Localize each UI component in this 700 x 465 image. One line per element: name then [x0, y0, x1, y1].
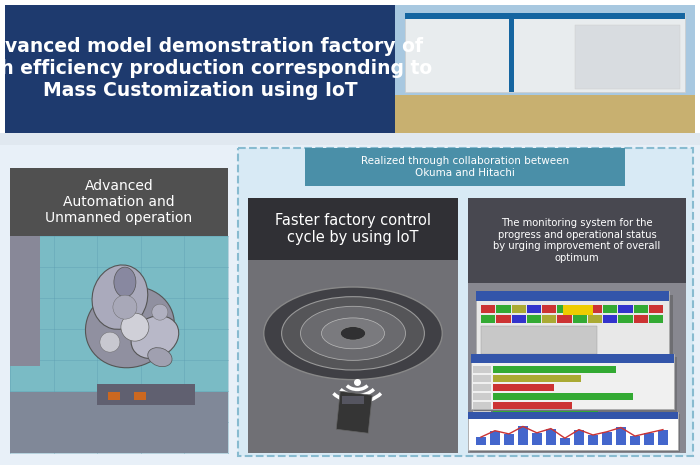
Ellipse shape	[152, 304, 168, 320]
FancyBboxPatch shape	[97, 384, 195, 405]
Ellipse shape	[264, 287, 442, 379]
FancyBboxPatch shape	[575, 25, 680, 89]
Ellipse shape	[92, 265, 148, 329]
FancyBboxPatch shape	[560, 438, 570, 445]
Polygon shape	[336, 391, 372, 433]
FancyBboxPatch shape	[574, 430, 584, 445]
FancyBboxPatch shape	[496, 305, 510, 313]
FancyBboxPatch shape	[518, 426, 528, 445]
FancyBboxPatch shape	[493, 385, 554, 392]
FancyBboxPatch shape	[618, 315, 633, 323]
FancyBboxPatch shape	[532, 433, 542, 445]
FancyBboxPatch shape	[512, 315, 526, 323]
FancyBboxPatch shape	[546, 429, 556, 445]
FancyBboxPatch shape	[405, 13, 685, 19]
FancyBboxPatch shape	[473, 385, 491, 392]
FancyBboxPatch shape	[634, 305, 648, 313]
Ellipse shape	[121, 313, 149, 341]
FancyBboxPatch shape	[108, 392, 120, 400]
FancyBboxPatch shape	[603, 315, 617, 323]
FancyBboxPatch shape	[481, 326, 597, 354]
Ellipse shape	[148, 348, 172, 366]
FancyBboxPatch shape	[603, 305, 617, 313]
Ellipse shape	[300, 306, 405, 360]
FancyBboxPatch shape	[496, 315, 510, 323]
FancyBboxPatch shape	[134, 392, 146, 400]
FancyBboxPatch shape	[10, 168, 228, 236]
FancyBboxPatch shape	[305, 148, 625, 186]
FancyBboxPatch shape	[509, 13, 514, 93]
FancyBboxPatch shape	[395, 94, 695, 133]
FancyBboxPatch shape	[470, 414, 680, 452]
FancyBboxPatch shape	[0, 133, 700, 145]
FancyBboxPatch shape	[557, 315, 571, 323]
FancyBboxPatch shape	[471, 354, 674, 364]
FancyBboxPatch shape	[634, 315, 648, 323]
FancyBboxPatch shape	[10, 392, 228, 453]
FancyBboxPatch shape	[238, 148, 693, 456]
FancyBboxPatch shape	[5, 5, 695, 133]
FancyBboxPatch shape	[248, 198, 458, 260]
FancyBboxPatch shape	[573, 315, 587, 323]
FancyBboxPatch shape	[649, 305, 663, 313]
FancyBboxPatch shape	[476, 291, 669, 301]
FancyBboxPatch shape	[471, 354, 674, 409]
FancyBboxPatch shape	[602, 432, 612, 445]
FancyBboxPatch shape	[563, 305, 594, 315]
FancyBboxPatch shape	[542, 315, 557, 323]
FancyBboxPatch shape	[493, 412, 598, 418]
FancyBboxPatch shape	[588, 435, 598, 445]
FancyBboxPatch shape	[512, 305, 526, 313]
FancyBboxPatch shape	[542, 305, 557, 313]
Ellipse shape	[281, 297, 424, 370]
FancyBboxPatch shape	[468, 283, 686, 453]
FancyBboxPatch shape	[493, 402, 572, 409]
Text: Advanced model demonstration factory of
high efficiency production corresponding: Advanced model demonstration factory of …	[0, 38, 433, 100]
FancyBboxPatch shape	[468, 412, 678, 419]
FancyBboxPatch shape	[557, 305, 571, 313]
FancyBboxPatch shape	[481, 305, 496, 313]
FancyBboxPatch shape	[493, 393, 633, 400]
Ellipse shape	[321, 318, 384, 349]
Ellipse shape	[113, 295, 137, 319]
FancyBboxPatch shape	[10, 236, 40, 366]
FancyBboxPatch shape	[588, 305, 602, 313]
Ellipse shape	[100, 332, 120, 352]
FancyBboxPatch shape	[476, 291, 669, 359]
Text: The monitoring system for the
progress and operational status
by urging improvem: The monitoring system for the progress a…	[494, 218, 661, 263]
Text: Faster factory control
cycle by using IoT: Faster factory control cycle by using Io…	[275, 213, 431, 245]
Ellipse shape	[131, 316, 178, 359]
FancyBboxPatch shape	[618, 305, 633, 313]
FancyBboxPatch shape	[468, 412, 678, 450]
FancyBboxPatch shape	[649, 315, 663, 323]
Text: Advanced
Automation and
Unmanned operation: Advanced Automation and Unmanned operati…	[46, 179, 192, 225]
FancyBboxPatch shape	[644, 433, 654, 445]
FancyBboxPatch shape	[480, 295, 673, 363]
FancyBboxPatch shape	[481, 315, 496, 323]
FancyBboxPatch shape	[473, 375, 491, 382]
FancyBboxPatch shape	[473, 366, 491, 373]
FancyBboxPatch shape	[473, 393, 491, 400]
FancyBboxPatch shape	[473, 412, 491, 418]
FancyBboxPatch shape	[526, 315, 541, 323]
FancyBboxPatch shape	[405, 13, 685, 93]
Ellipse shape	[340, 326, 365, 340]
FancyBboxPatch shape	[490, 431, 500, 445]
FancyBboxPatch shape	[395, 5, 695, 133]
Ellipse shape	[114, 267, 136, 297]
FancyBboxPatch shape	[658, 430, 668, 445]
FancyBboxPatch shape	[493, 375, 580, 382]
FancyBboxPatch shape	[493, 366, 615, 373]
FancyBboxPatch shape	[468, 198, 686, 283]
FancyBboxPatch shape	[588, 315, 602, 323]
FancyBboxPatch shape	[526, 305, 541, 313]
FancyBboxPatch shape	[630, 436, 640, 445]
FancyBboxPatch shape	[504, 434, 514, 445]
FancyBboxPatch shape	[474, 358, 677, 412]
FancyBboxPatch shape	[473, 402, 491, 409]
FancyBboxPatch shape	[10, 236, 228, 453]
FancyBboxPatch shape	[616, 427, 626, 445]
FancyBboxPatch shape	[342, 396, 364, 404]
Ellipse shape	[85, 286, 174, 368]
